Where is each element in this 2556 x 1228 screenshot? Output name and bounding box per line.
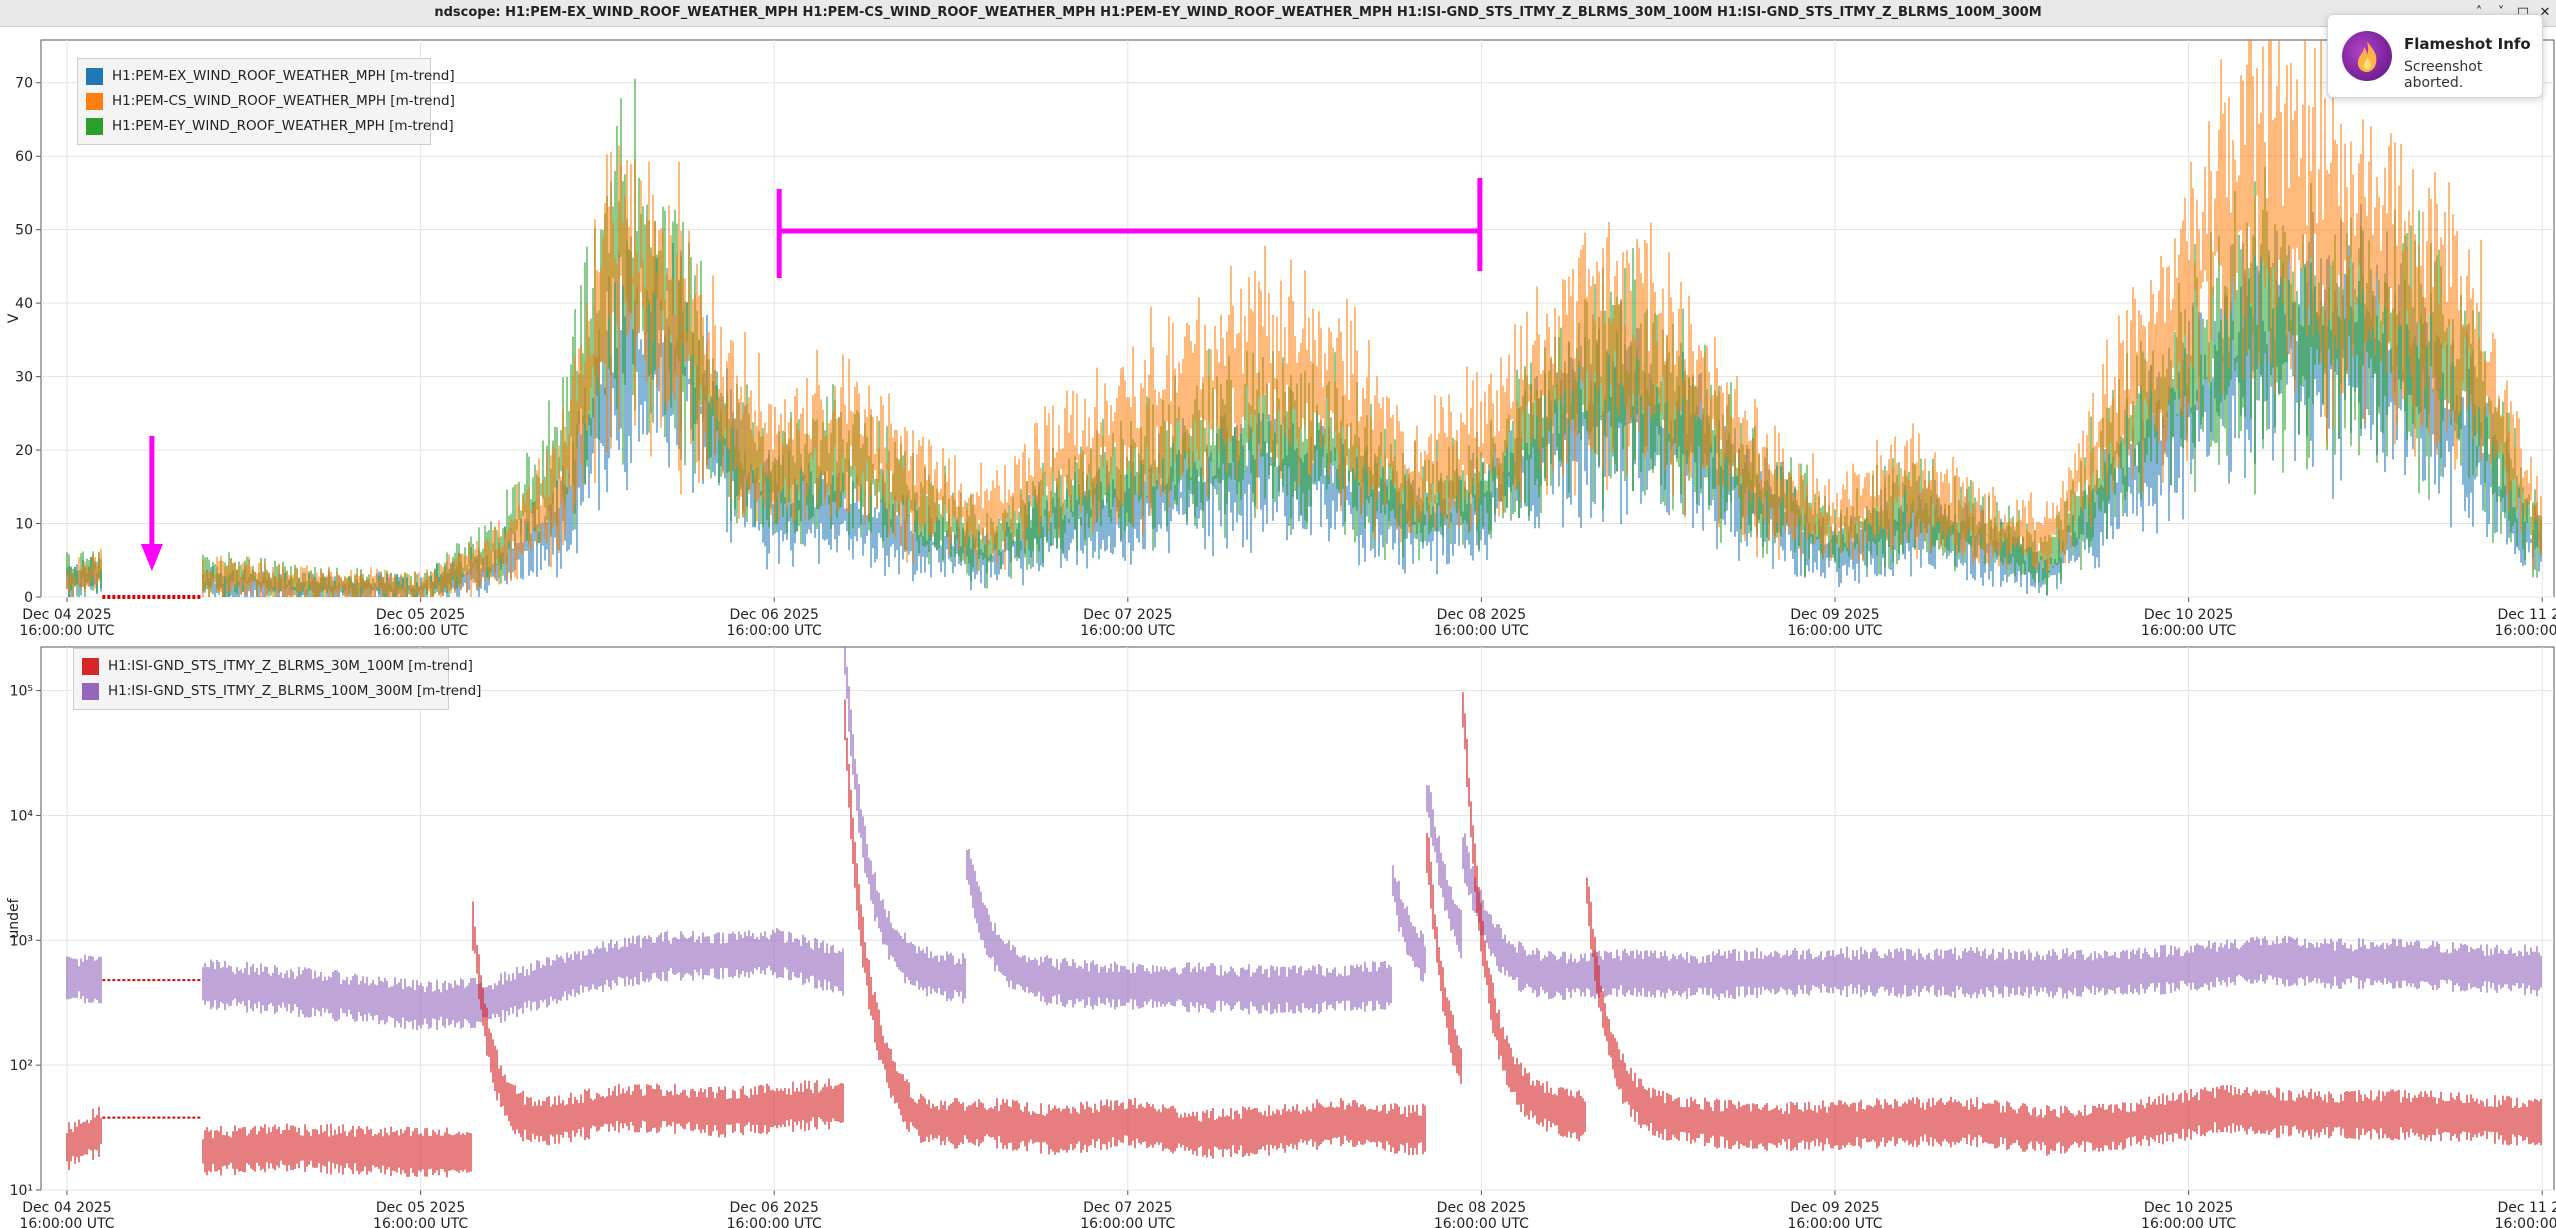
x-tick-label: Dec 07 2025 [1083,607,1172,623]
x-tick-label: Dec 09 2025 [1790,607,1879,623]
legend-swatch-blrms-100m-300m [82,683,99,700]
y-tick-label: 10⁵ [10,684,33,700]
x-tick-label: Dec 07 2025 [1083,1200,1172,1216]
annotation-arrowhead-icon [140,544,163,571]
x-tick-label: Dec 08 2025 [1437,1200,1526,1216]
x-tick-sublabel: 16:00:00 UTC [19,623,114,639]
close-button[interactable]: ✕ [2539,5,2551,20]
flameshot-icon [2342,31,2392,81]
legend-item-cs-wind[interactable]: H1:PEM-CS_WIND_ROOF_WEATHER_MPH [m-trend… [78,89,455,114]
window-title: ndscope: H1:PEM-EX_WIND_ROOF_WEATHER_MPH… [434,5,2042,20]
legend-label-ex-wind: H1:PEM-EX_WIND_ROOF_WEATHER_MPH [m-trend… [112,68,455,84]
x-tick-sublabel: 16:00:00 UTC [1434,623,1529,639]
x-tick-sublabel: 16:00:00 UTC [1080,623,1175,639]
y-tick-label: 20 [15,443,33,459]
legend-swatch-ex-wind [86,68,103,85]
y-tick-label: 10¹ [10,1183,33,1199]
x-tick-sublabel: 16:00:00 UTC [1434,1216,1529,1228]
x-tick-sublabel: 16:00:00 UTC [727,1216,822,1228]
x-tick-label: Dec 09 2025 [1790,1200,1879,1216]
maximize-button[interactable]: ˅ [2497,5,2505,20]
legend-item-blrms-100m-300m[interactable]: H1:ISI-GND_STS_ITMY_Z_BLRMS_100M_300M [m… [74,679,481,704]
x-tick-sublabel: 16:00:00 UTC [2495,1216,2556,1228]
x-tick-label: Dec 11 2025 [2497,607,2556,623]
series-trace-1 [66,647,2542,1031]
y-tick-label: 10⁴ [10,808,34,824]
y-tick-label: 50 [15,223,33,239]
x-tick-label: Dec 06 2025 [729,607,818,623]
legend-item-ex-wind[interactable]: H1:PEM-EX_WIND_ROOF_WEATHER_MPH [m-trend… [78,64,455,89]
legend-label-blrms-100m-300m: H1:ISI-GND_STS_ITMY_Z_BLRMS_100M_300M [m… [108,683,482,699]
legend-label-cs-wind: H1:PEM-CS_WIND_ROOF_WEATHER_MPH [m-trend… [112,93,455,109]
flameshot-notification[interactable]: Flameshot Info Screenshot aborted. [2327,14,2543,98]
y-tick-label: 60 [15,149,33,165]
x-tick-sublabel: 16:00:00 UTC [2141,623,2236,639]
x-tick-sublabel: 16:00:00 UTC [1080,1216,1175,1228]
x-tick-sublabel: 16:00:00 UTC [373,1216,468,1228]
y-axis-label: undef [6,897,22,938]
minimize-button[interactable]: ˄ [2475,5,2483,20]
y-tick-label: 0 [24,590,33,606]
y-tick-label: 10 [15,517,33,533]
x-tick-label: Dec 05 2025 [376,607,465,623]
y-tick-label: 70 [15,76,33,92]
y-axis-label: V [6,313,22,323]
x-tick-label: Dec 10 2025 [2144,607,2233,623]
top-panel-legend: H1:PEM-EX_WIND_ROOF_WEATHER_MPH [m-trend… [77,58,455,145]
x-tick-label: Dec 05 2025 [376,1200,465,1216]
series-trace-1 [66,40,2542,597]
x-tick-label: Dec 08 2025 [1437,607,1526,623]
legend-item-blrms-30m-100m[interactable]: H1:ISI-GND_STS_ITMY_Z_BLRMS_30M_100M [m-… [74,654,473,679]
x-tick-sublabel: 16:00:00 UTC [2495,623,2556,639]
x-tick-sublabel: 16:00:00 UTC [19,1216,114,1228]
x-tick-label: Dec 04 2025 [22,1200,111,1216]
x-tick-label: Dec 11 2025 [2497,1200,2556,1216]
legend-item-ey-wind[interactable]: H1:PEM-EY_WIND_ROOF_WEATHER_MPH [m-trend… [78,114,454,139]
legend-label-blrms-30m-100m: H1:ISI-GND_STS_ITMY_Z_BLRMS_30M_100M [m-… [108,658,473,674]
x-tick-sublabel: 16:00:00 UTC [1787,1216,1882,1228]
x-tick-label: Dec 04 2025 [22,607,111,623]
legend-swatch-cs-wind [86,93,103,110]
x-tick-sublabel: 16:00:00 UTC [373,623,468,639]
legend-swatch-blrms-30m-100m [82,658,99,675]
window-titlebar: ndscope: H1:PEM-EX_WIND_ROOF_WEATHER_MPH… [0,0,2556,27]
x-tick-sublabel: 16:00:00 UTC [2141,1216,2236,1228]
legend-label-ey-wind: H1:PEM-EY_WIND_ROOF_WEATHER_MPH [m-trend… [112,118,454,134]
legend-swatch-ey-wind [86,118,103,135]
x-tick-label: Dec 10 2025 [2144,1200,2233,1216]
x-tick-label: Dec 06 2025 [729,1200,818,1216]
notification-title: Flameshot Info [2404,35,2531,53]
y-tick-label: 10³ [10,933,33,949]
bottom-panel-legend: H1:ISI-GND_STS_ITMY_Z_BLRMS_30M_100M [m-… [73,648,481,710]
series-trace-0 [66,692,2542,1178]
plot-frame-bottom [40,646,2555,1191]
y-tick-label: 30 [15,370,33,386]
x-tick-sublabel: 16:00:00 UTC [1787,623,1882,639]
y-tick-label: 10² [10,1058,33,1074]
y-tick-label: 40 [15,296,33,312]
x-tick-sublabel: 16:00:00 UTC [727,623,822,639]
notification-message: Screenshot aborted. [2404,59,2483,91]
